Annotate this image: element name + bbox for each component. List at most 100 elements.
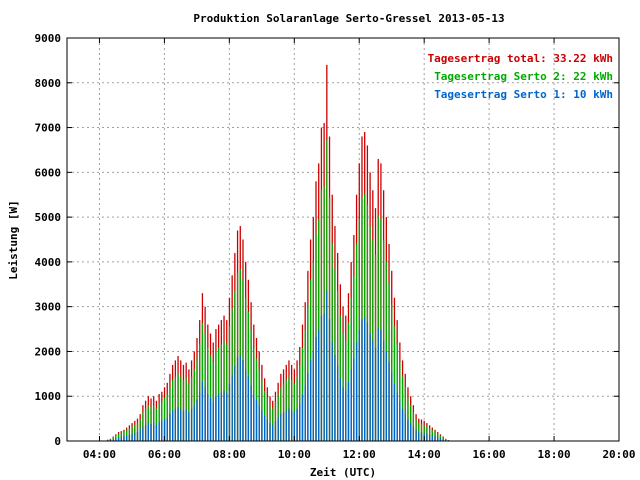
bar-serto1 (139, 430, 141, 441)
bar-serto1 (163, 419, 166, 441)
bar-serto1 (420, 432, 423, 441)
bar-serto1 (369, 333, 371, 441)
bar-serto2 (128, 428, 131, 441)
bar-serto2 (366, 204, 369, 441)
legend: Tagesertrag total: 33.22 kWh Tagesertrag… (428, 52, 613, 101)
bar-serto1 (326, 290, 328, 441)
bar-serto1 (180, 408, 182, 441)
bar-serto1 (217, 394, 220, 441)
bar-serto2 (399, 362, 401, 441)
bar-serto1 (426, 433, 428, 441)
bar-serto1 (401, 408, 404, 441)
bar-serto1 (291, 410, 293, 441)
legend-serto2: Tagesertrag Serto 2: 22 kWh (434, 70, 613, 83)
bar-serto1 (396, 392, 398, 441)
legend-total: Tagesertrag total: 33.22 kWh (428, 52, 613, 65)
bar-serto1 (112, 439, 114, 441)
y-tick-label: 8000 (35, 77, 62, 90)
bar-serto1 (431, 435, 433, 441)
bar-serto1 (172, 410, 174, 441)
bar-serto1 (347, 381, 350, 441)
bar-serto1 (128, 434, 131, 441)
bar-serto1 (439, 438, 442, 441)
bar-serto2 (245, 297, 247, 441)
bar-serto1 (380, 329, 382, 441)
bar-serto1 (339, 378, 341, 441)
bar-serto2 (117, 433, 120, 441)
bar-serto1 (334, 355, 336, 441)
bar-serto1 (318, 329, 320, 441)
bar-serto1 (177, 406, 179, 441)
y-tick-label: 3000 (35, 301, 62, 314)
y-tick-label: 7000 (35, 122, 62, 135)
bar-serto1 (153, 423, 155, 441)
bar-serto1 (239, 355, 241, 441)
x-tick-label: 16:00 (473, 448, 506, 461)
bar-serto2 (315, 233, 317, 441)
bar-serto1 (350, 369, 352, 441)
bar-serto1 (410, 423, 412, 441)
x-tick-label: 10:00 (278, 448, 311, 461)
bar-serto1 (142, 426, 144, 441)
bar-serto1 (385, 351, 387, 441)
bar-serto1 (388, 362, 390, 441)
x-tick-label: 04:00 (83, 448, 116, 461)
y-tick-label: 9000 (35, 32, 62, 45)
bar-serto1 (204, 387, 206, 441)
bar-serto1 (309, 360, 312, 441)
bar-serto2 (299, 365, 301, 441)
bar-serto1 (185, 409, 187, 441)
bar-serto1 (393, 383, 396, 441)
bar-serto1 (364, 317, 366, 441)
bar-serto1 (272, 424, 274, 441)
bar-serto2 (266, 398, 268, 441)
x-tick-label: 14:00 (408, 448, 441, 461)
bar-serto1 (296, 408, 298, 441)
bar-serto1 (226, 392, 228, 441)
bar-serto1 (382, 340, 385, 441)
bars (107, 64, 450, 442)
bar-serto2 (185, 378, 187, 441)
x-tick-label: 06:00 (148, 448, 181, 461)
bar-serto1 (223, 390, 225, 441)
axis-ticks: 0 1000 2000 3000 4000 5000 6000 7000 8000 9000 04:… (35, 32, 636, 461)
bar-serto1 (212, 401, 214, 441)
bar-serto1 (247, 376, 250, 441)
bar-serto2 (426, 426, 428, 441)
bar-serto2 (407, 398, 409, 441)
bar-serto1 (117, 437, 120, 441)
bar-serto1 (250, 385, 252, 441)
bar-serto1 (280, 414, 282, 441)
x-axis-label: Zeit (UTC) (310, 466, 376, 479)
bar-serto1 (136, 432, 139, 441)
bar-serto2 (334, 269, 336, 441)
x-tick-label: 08:00 (213, 448, 246, 461)
legend-serto1: Tagesertrag Serto 1: 10 kWh (434, 88, 613, 101)
bar-serto2 (412, 412, 415, 441)
y-tick-label: 4000 (35, 256, 62, 269)
bar-serto1 (328, 319, 331, 441)
bar-serto1 (196, 399, 198, 441)
x-tick-label: 18:00 (537, 448, 570, 461)
y-tick-label: 1000 (35, 390, 62, 403)
bar-serto1 (404, 414, 406, 441)
bar-serto1 (115, 438, 117, 441)
bar-serto1 (266, 419, 268, 441)
bar-serto1 (131, 433, 133, 441)
bar-serto2 (231, 308, 233, 441)
bar-serto2 (163, 398, 166, 441)
bar-serto1 (437, 437, 439, 441)
bar-serto1 (158, 422, 160, 441)
bar-serto1 (315, 337, 317, 441)
y-tick-label: 5000 (35, 211, 62, 224)
bar-serto1 (288, 408, 290, 441)
bar-serto1 (407, 419, 409, 441)
bar-serto1 (144, 424, 147, 441)
x-tick-label: 12:00 (343, 448, 376, 461)
bar-serto1 (255, 399, 258, 441)
bar-serto2 (126, 430, 128, 441)
bar-serto2 (277, 394, 279, 441)
bar-serto1 (199, 392, 201, 441)
bar-serto2 (142, 412, 144, 441)
